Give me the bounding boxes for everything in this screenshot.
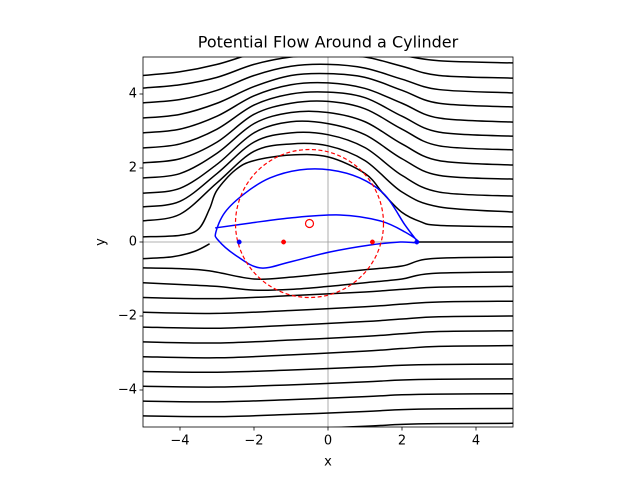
- point: [236, 239, 242, 245]
- streamline: [143, 131, 513, 208]
- streamline: [143, 344, 513, 359]
- streamline: [143, 285, 513, 300]
- streamline: [143, 392, 513, 403]
- x-tick-label: −2: [244, 434, 263, 449]
- point: [304, 218, 315, 229]
- x-tick-label: 0: [324, 434, 332, 449]
- streamline: [143, 110, 513, 179]
- streamline: [143, 100, 513, 164]
- streamline: [143, 256, 513, 281]
- streamline: [143, 91, 513, 149]
- streamline: [143, 243, 210, 260]
- streamline: [143, 300, 513, 315]
- x-tick-label: −4: [170, 434, 189, 449]
- x-axis-label: x: [324, 455, 332, 470]
- streamline: [329, 422, 513, 427]
- point: [369, 239, 375, 245]
- streamline: [143, 120, 513, 194]
- streamline: [143, 142, 513, 222]
- streamline: [143, 72, 513, 119]
- y-tick-label: 0: [129, 235, 137, 250]
- y-axis-label: y: [94, 238, 109, 246]
- point: [414, 239, 420, 245]
- y-tick-label: 4: [129, 87, 137, 102]
- streamline: [143, 81, 513, 134]
- point: [281, 239, 287, 245]
- streamline: [143, 330, 513, 344]
- streamline: [143, 378, 513, 388]
- plot-area: [143, 57, 513, 427]
- y-tick-label: −4: [118, 383, 137, 398]
- streamline: [143, 57, 513, 77]
- streamline: [143, 271, 513, 292]
- chart-title: Potential Flow Around a Cylinder: [198, 33, 459, 52]
- streamline: [143, 315, 513, 330]
- streamline: [143, 153, 513, 238]
- streamline: [143, 57, 513, 89]
- streamline: [143, 407, 513, 418]
- x-tick-label: 2: [398, 434, 406, 449]
- y-tick-label: −2: [118, 309, 137, 324]
- cylinder-circle: [234, 148, 385, 299]
- streamline: [143, 363, 513, 374]
- x-tick-label: 4: [472, 434, 480, 449]
- streamline: [143, 63, 513, 104]
- y-tick-label: 2: [129, 161, 137, 176]
